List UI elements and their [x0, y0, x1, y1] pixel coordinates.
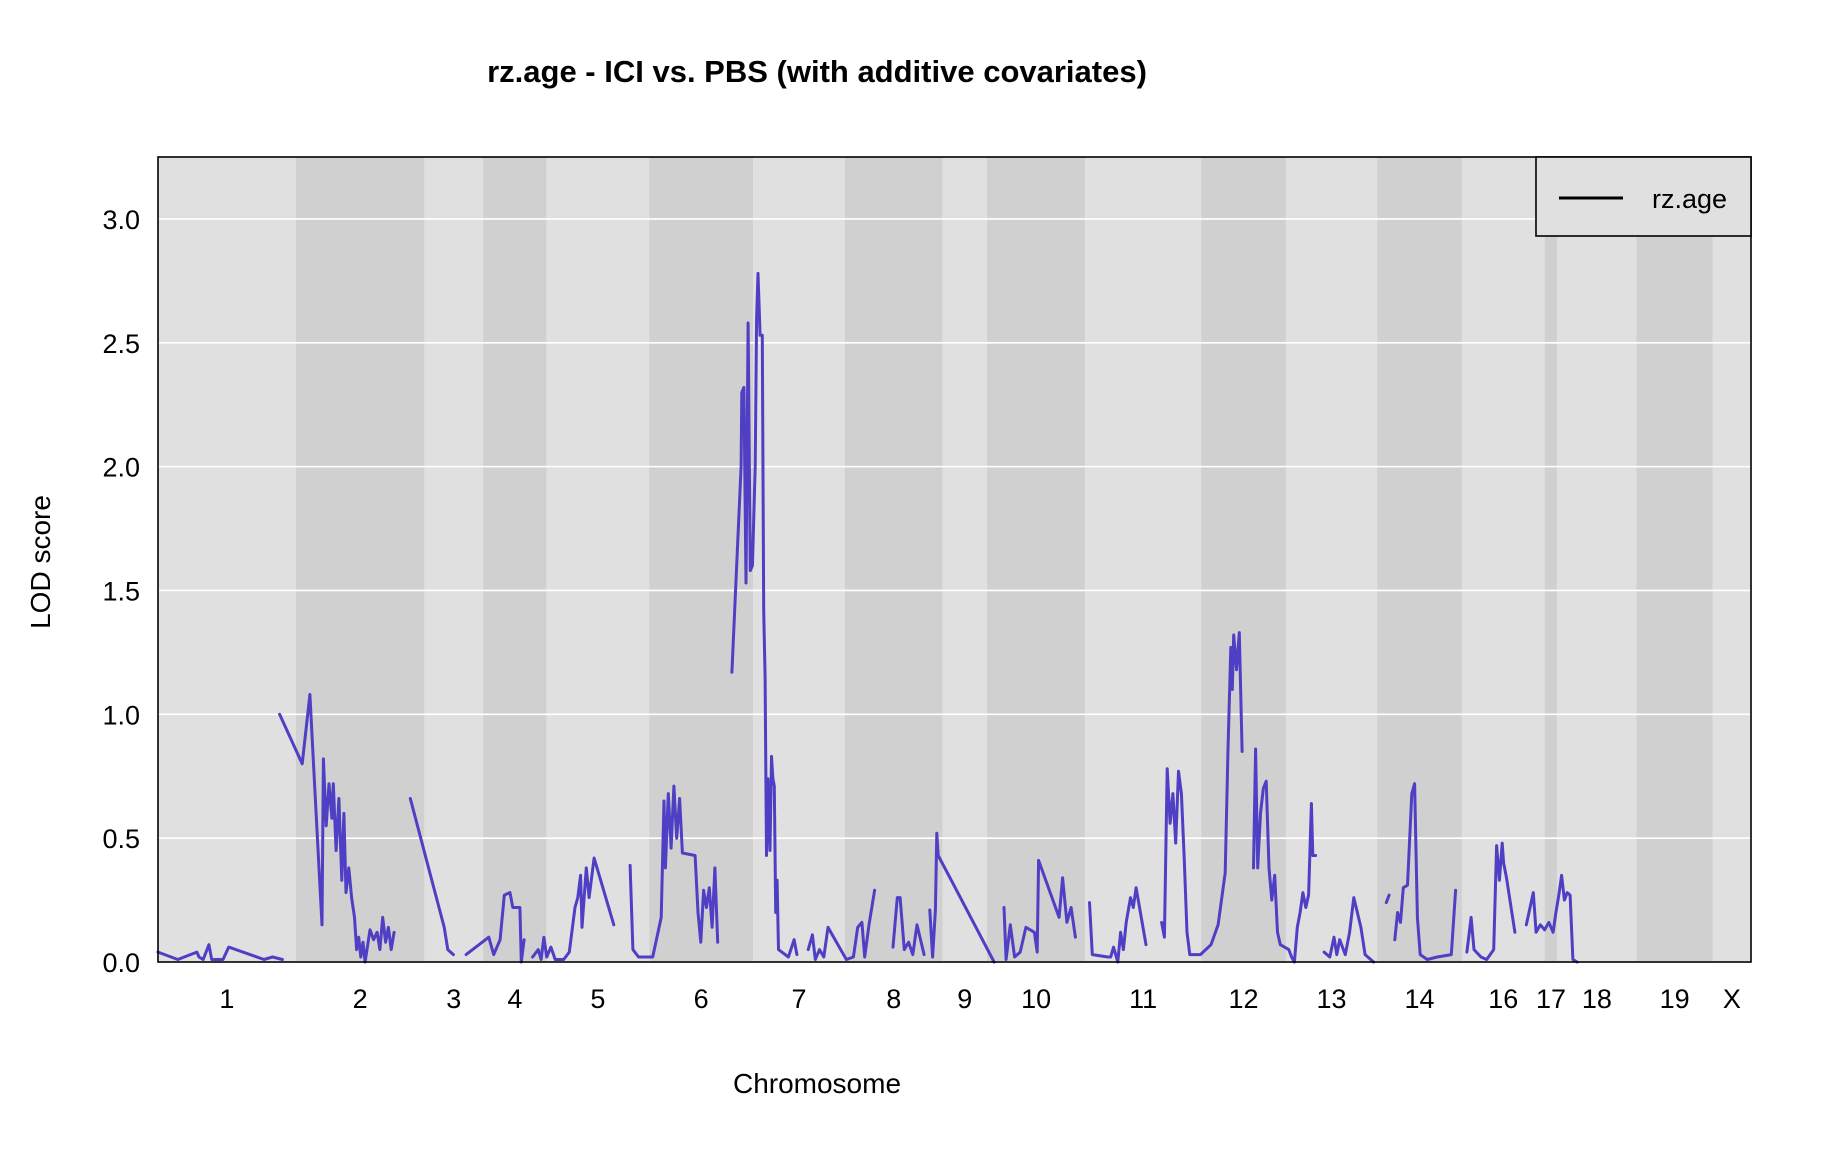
x-tick-label: 7	[792, 984, 807, 1014]
x-tick-label: 17	[1536, 984, 1566, 1014]
lod-line-chr-17	[1384, 893, 1391, 905]
lod-line-chr-14	[1252, 747, 1318, 964]
chromosome-band-4	[483, 157, 547, 962]
plot-frame	[157, 156, 1752, 963]
chromosome-band-10	[987, 157, 1086, 962]
legend-label: rz.age	[1652, 184, 1727, 214]
x-tick-label: 6	[694, 984, 709, 1014]
lod-line-chr-11	[1002, 858, 1077, 961]
x-tick-label: 1	[219, 984, 234, 1014]
x-tick-label: 16	[1488, 984, 1518, 1014]
lod-line-chr-5	[531, 856, 616, 961]
y-tick-label: 2.0	[102, 453, 140, 483]
x-tick-label: 13	[1317, 984, 1347, 1014]
x-tick-label: 19	[1660, 984, 1690, 1014]
x-tick-label: 12	[1229, 984, 1259, 1014]
lod-line-chr-3	[408, 797, 455, 957]
lod-line-chr-8	[806, 888, 877, 961]
chromosome-bands	[158, 157, 1751, 962]
lod-line-chr-13	[1160, 631, 1244, 957]
x-tick-label: 9	[957, 984, 972, 1014]
series-rz-age	[156, 271, 1579, 964]
legend: rz.age	[1535, 156, 1752, 237]
chromosome-band-9	[942, 157, 988, 962]
chromosome-band-17	[1544, 157, 1558, 962]
x-tick-label: 5	[590, 984, 605, 1014]
chromosome-band-12	[1201, 157, 1286, 962]
x-tick-label: 8	[886, 984, 901, 1014]
chromosome-band-8	[844, 157, 943, 962]
lod-line-chr-12	[1088, 886, 1148, 964]
x-tick-label: 18	[1582, 984, 1612, 1014]
lod-line-chr-10	[928, 831, 996, 964]
y-tick-label: 1.0	[102, 700, 140, 730]
y-tick-label: 0.5	[102, 824, 140, 854]
chromosome-band-5	[546, 157, 650, 962]
lod-line-chr-7	[730, 271, 799, 959]
lod-line-chr-9	[891, 896, 926, 957]
y-tick-label: 1.5	[102, 576, 140, 606]
x-tick-label: 3	[446, 984, 461, 1014]
y-axis-label: LOD score	[25, 495, 56, 629]
x-tick-label: 4	[507, 984, 522, 1014]
y-tick-label: 2.5	[102, 329, 140, 359]
y-axis-ticks: 0.0 0.5 1.0 1.5 2.0 2.5 3.0	[102, 205, 140, 978]
chromosome-band-2	[295, 157, 425, 962]
lod-line-chr-18	[1393, 782, 1458, 961]
x-tick-label: 11	[1129, 984, 1157, 1014]
lod-line-chr-2	[278, 693, 396, 964]
y-tick-label: 0.0	[102, 948, 140, 978]
x-tick-label: 14	[1405, 984, 1435, 1014]
y-tick-label: 3.0	[102, 205, 140, 235]
chart-title: rz.age - ICI vs. PBS (with additive cova…	[487, 54, 1147, 89]
x-tick-label: 2	[353, 984, 368, 1014]
chromosome-band-1	[158, 157, 296, 962]
lod-line-chr-6	[628, 784, 720, 959]
lod-line-chr-16	[1322, 896, 1376, 964]
chromosome-band-3	[424, 157, 484, 962]
chromosome-band-19	[1636, 157, 1713, 962]
lod-line-chr-1	[156, 943, 284, 961]
x-tick-label: X	[1723, 984, 1741, 1014]
chromosome-band-18	[1557, 157, 1637, 962]
chromosome-band-x	[1712, 157, 1751, 962]
x-tick-label: 10	[1021, 984, 1051, 1014]
lod-line-chr-19	[1465, 841, 1517, 961]
x-axis-ticks: 1 2 3 4 5 6 7 8 9 10 11 12 13 14 16 17 18 19 X	[219, 984, 1741, 1014]
chromosome-band-14	[1377, 157, 1462, 962]
x-axis-label: Chromosome	[733, 1068, 901, 1099]
lod-line-chr-4	[464, 891, 526, 964]
chromosome-band-16	[1461, 157, 1545, 962]
chromosome-band-13	[1285, 157, 1378, 962]
lod-line-chr-x	[1524, 873, 1579, 964]
